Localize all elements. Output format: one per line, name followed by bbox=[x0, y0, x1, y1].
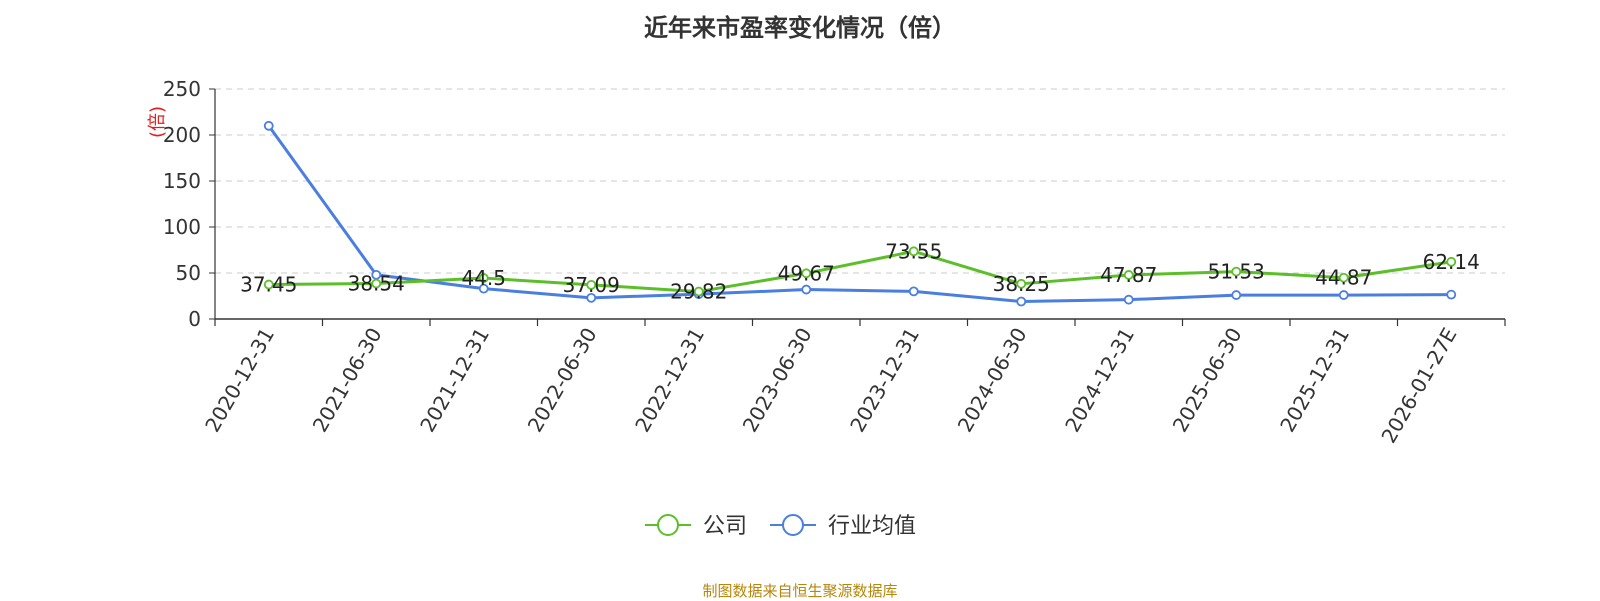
data-label: 62.14 bbox=[1423, 250, 1480, 274]
data-label: 37.45 bbox=[240, 273, 297, 297]
data-point-industry bbox=[1446, 289, 1457, 300]
data-point-industry bbox=[586, 292, 597, 303]
data-point-industry bbox=[478, 283, 489, 294]
x-tick-label: 2022-12-31 bbox=[630, 324, 709, 437]
y-tick-label: 200 bbox=[163, 123, 201, 147]
x-tick-label: 2021-12-31 bbox=[415, 324, 494, 437]
x-tick-label: 2025-06-30 bbox=[1168, 324, 1247, 437]
x-tick-label: 2023-12-31 bbox=[845, 324, 924, 437]
legend-company-label: 公司 bbox=[703, 514, 747, 539]
data-label: 44.87 bbox=[1315, 266, 1372, 290]
x-tick-label: 2024-06-30 bbox=[953, 324, 1032, 437]
data-point-company bbox=[693, 286, 704, 297]
data-point-company bbox=[1446, 256, 1457, 267]
y-axis-label: (倍) bbox=[147, 106, 168, 138]
x-tick-label: 2020-12-31 bbox=[200, 324, 279, 437]
data-label: 37.09 bbox=[563, 273, 620, 297]
data-label: 44.5 bbox=[461, 266, 506, 290]
data-point-company bbox=[1123, 270, 1134, 280]
data-point-company bbox=[371, 278, 382, 289]
x-tick-label: 2024-12-31 bbox=[1060, 324, 1139, 437]
data-point-industry bbox=[1016, 296, 1027, 307]
data-point-industry bbox=[263, 120, 274, 131]
data-point-company bbox=[801, 268, 812, 279]
source-note: 制图数据来自恒生聚源数据库 bbox=[702, 582, 898, 600]
series-line-company bbox=[268, 249, 1452, 294]
y-tick-label: 50 bbox=[176, 261, 201, 285]
y-tick-label: 100 bbox=[163, 215, 201, 239]
data-point-company bbox=[1231, 266, 1242, 277]
data-label: 51.53 bbox=[1208, 260, 1265, 284]
series-line-industry bbox=[267, 124, 1452, 304]
data-label: 47.87 bbox=[1100, 263, 1157, 287]
y-tick-label: 0 bbox=[188, 307, 201, 331]
x-tick-label: 2025-12-31 bbox=[1275, 324, 1354, 437]
data-point-company bbox=[478, 273, 489, 283]
data-label: 38.54 bbox=[348, 272, 405, 296]
y-tick-label: 150 bbox=[163, 169, 201, 193]
legend-industry-label: 行业均值 bbox=[828, 514, 916, 539]
data-point-industry bbox=[1231, 290, 1242, 300]
x-tick-label: 2022-06-30 bbox=[523, 324, 602, 437]
data-point-company bbox=[1338, 272, 1349, 283]
x-tick-label: 2023-06-30 bbox=[738, 324, 817, 437]
legend-industry-marker bbox=[782, 514, 804, 536]
data-label: 73.55 bbox=[885, 239, 942, 263]
x-tick-label: 2021-06-30 bbox=[308, 324, 387, 437]
data-point-industry bbox=[1338, 290, 1349, 300]
chart-title: 近年来市盈率变化情况（倍） bbox=[644, 14, 956, 42]
data-point-industry bbox=[801, 284, 812, 295]
data-point-industry bbox=[1123, 294, 1134, 305]
legend-company-marker bbox=[657, 514, 679, 536]
y-tick-label: 250 bbox=[163, 77, 201, 101]
x-tick-label: 2026-01-27E bbox=[1376, 324, 1461, 448]
data-point-company bbox=[908, 246, 919, 257]
data-label: 29.82 bbox=[670, 280, 727, 304]
data-point-company bbox=[586, 279, 597, 290]
data-point-company bbox=[263, 279, 274, 290]
data-point-industry bbox=[908, 286, 919, 297]
data-point-company bbox=[1016, 278, 1027, 289]
data-label: 49.67 bbox=[778, 261, 835, 285]
data-label: 38.25 bbox=[993, 272, 1050, 296]
